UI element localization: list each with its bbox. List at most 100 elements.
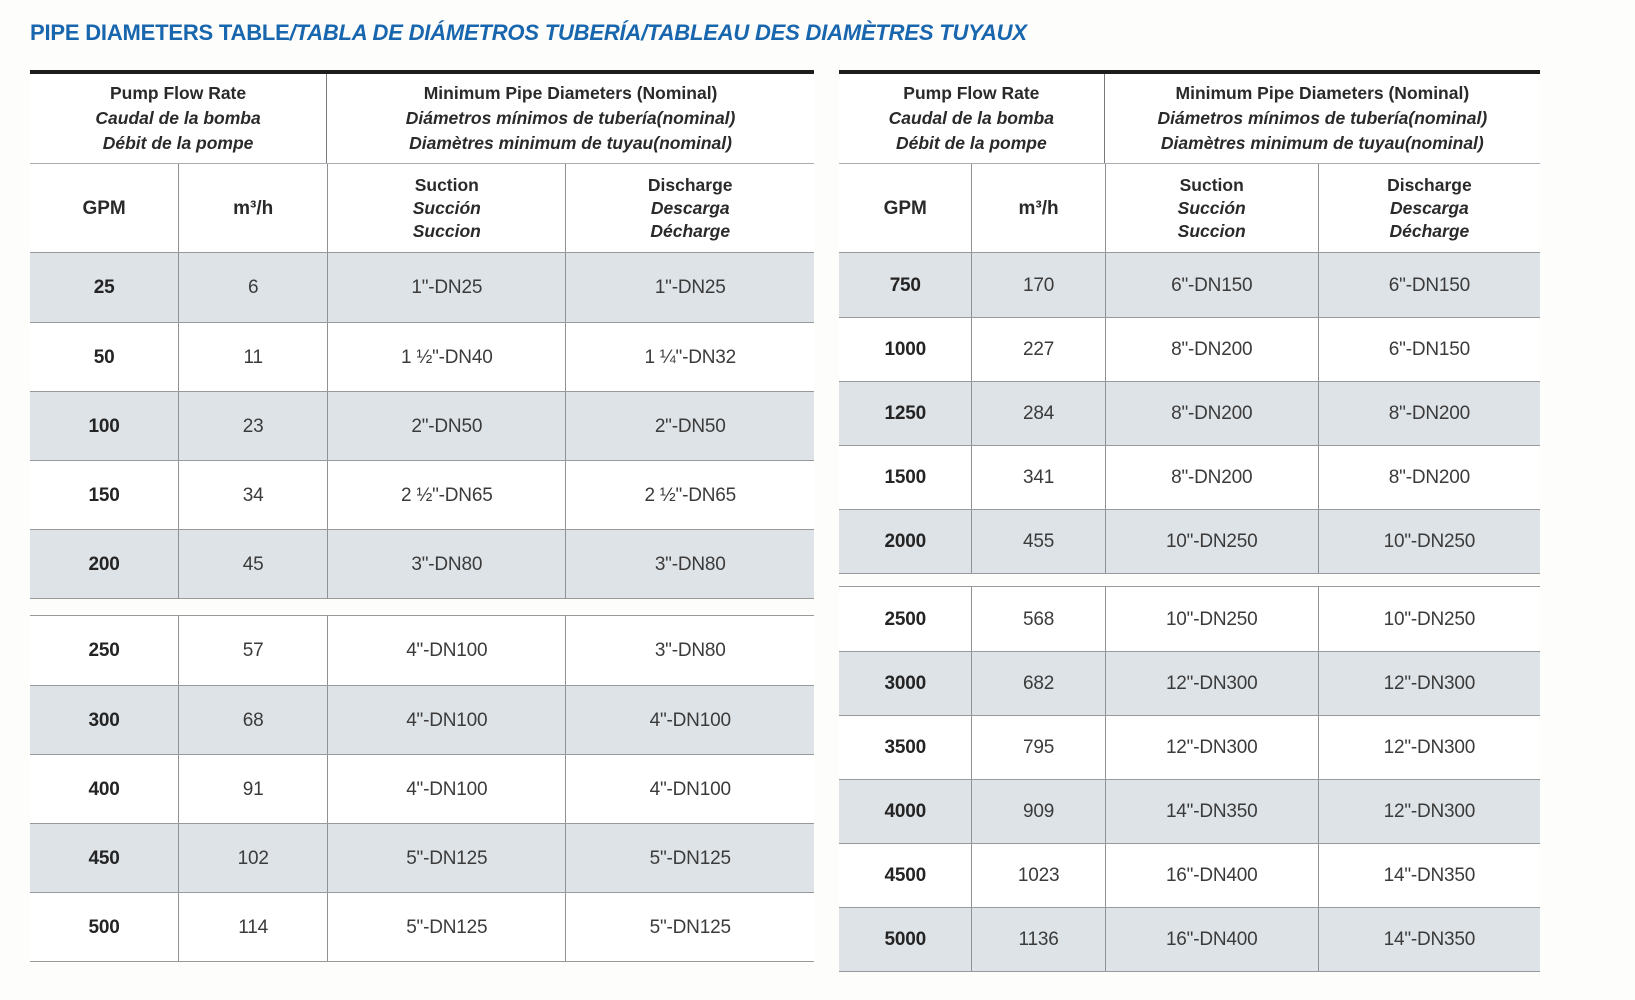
col-header-suction: Suction Succión Succion (1104, 164, 1318, 252)
table-row: 250 57 4"-DN100 3"-DN80 (30, 616, 814, 685)
tables-container: Pump Flow Rate Caudal de la bomba Débit de… (30, 70, 1635, 972)
suction-cell: 8"-DN200 (1104, 318, 1318, 381)
gpm-cell: 4000 (884, 801, 927, 822)
col-header-discharge: Discharge Descarga Décharge (1317, 164, 1540, 252)
header-pump-flow-rate: Pump Flow Rate Caudal de la bomba Débit de… (30, 74, 328, 163)
pipe-table-right: Pump Flow Rate Caudal de la bomba Débit de… (839, 70, 1540, 972)
m3h-cell: 795 (971, 716, 1104, 779)
gpm-cell: 3000 (884, 673, 927, 694)
header-line: Diamètres minimum de tuyau(nominal) (1160, 133, 1484, 153)
gpm-cell: 150 (88, 484, 120, 506)
header-line: Suction (414, 174, 479, 195)
discharge-cell: 10"-DN250 (1317, 510, 1540, 573)
section-separator (839, 573, 1540, 587)
suction-cell: 14"-DN350 (1104, 780, 1318, 843)
gpm-cell: 4500 (884, 865, 927, 886)
discharge-cell: 2"-DN50 (565, 392, 814, 460)
table-row: 2000 455 10"-DN250 10"-DN250 (839, 509, 1540, 573)
discharge-cell: 10"-DN250 (1317, 587, 1540, 651)
table-row: 1500 341 8"-DN200 8"-DN200 (839, 445, 1540, 509)
table-column-headers: GPM m³/h Suction Succión Succion Discharge Des… (839, 164, 1540, 253)
header-line: Discharge (1387, 174, 1472, 195)
gpm-cell: 1500 (884, 467, 927, 488)
suction-cell: 12"-DN300 (1104, 716, 1318, 779)
m3h-cell: 455 (971, 510, 1104, 573)
header-line: Pump Flow Rate (110, 83, 247, 103)
m3h-cell: 91 (178, 755, 327, 823)
section-separator (30, 598, 814, 616)
suction-cell: 16"-DN400 (1104, 908, 1318, 971)
discharge-cell: 2 ½"-DN65 (565, 461, 814, 529)
col-header-m3h: m³/h (971, 164, 1104, 252)
header-line: Diámetros mínimos de tubería(nominal) (405, 108, 736, 128)
m3h-cell: 341 (971, 446, 1104, 509)
suction-cell: 4"-DN100 (327, 686, 565, 754)
table-row: 5000 1136 16"-DN400 14"-DN350 (839, 907, 1540, 971)
table-row: 150 34 2 ½"-DN65 2 ½"-DN65 (30, 460, 814, 529)
suction-cell: 16"-DN400 (1104, 844, 1318, 907)
col-header-m3h: m³/h (178, 164, 327, 252)
m3h-cell: 170 (971, 253, 1104, 317)
gpm-cell: 25 (93, 277, 115, 298)
header-line: Succion (412, 220, 481, 241)
header-line: Succion (1177, 220, 1246, 241)
suction-cell: 12"-DN300 (1104, 652, 1318, 715)
discharge-cell: 5"-DN125 (565, 824, 814, 892)
table-row: 4500 1023 16"-DN400 14"-DN350 (839, 843, 1540, 907)
header-line: Succión (412, 197, 481, 218)
table-row: 1000 227 8"-DN200 6"-DN150 (839, 317, 1540, 381)
discharge-cell: 6"-DN150 (1317, 318, 1540, 381)
gpm-cell: 2500 (884, 608, 927, 630)
m3h-cell: 102 (178, 824, 327, 892)
table-row: 50 11 1 ½"-DN40 1 ¼"-DN32 (30, 322, 814, 391)
suction-cell: 5"-DN125 (327, 824, 565, 892)
table-row: 4000 909 14"-DN350 12"-DN300 (839, 779, 1540, 843)
header-line: Caudal de la bomba (888, 108, 1054, 128)
table-row: 25 6 1"-DN25 1"-DN25 (30, 253, 814, 322)
pipe-table-left: Pump Flow Rate Caudal de la bomba Débit de… (30, 70, 814, 962)
discharge-cell: 5"-DN125 (565, 893, 814, 961)
col-header-suction: Suction Succión Succion (327, 164, 565, 252)
title-english: PIPE DIAMETERS TABLE (30, 20, 290, 45)
suction-cell: 1 ½"-DN40 (327, 323, 565, 391)
table-row: 450 102 5"-DN125 5"-DN125 (30, 823, 814, 892)
m3h-cell: 682 (971, 652, 1104, 715)
header-line: Débit de la pompe (102, 133, 254, 153)
m3h-cell: 114 (178, 893, 327, 961)
header-line: Suction (1179, 174, 1244, 195)
m3h-cell: 284 (971, 382, 1104, 445)
table-column-headers: GPM m³/h Suction Succión Succion Discharge Des… (30, 164, 814, 253)
suction-cell: 2"-DN50 (327, 392, 565, 460)
suction-cell: 5"-DN125 (327, 893, 565, 961)
gpm-cell: 300 (88, 709, 120, 731)
discharge-cell: 12"-DN300 (1317, 716, 1540, 779)
page-title: PIPE DIAMETERS TABLE/TABLA DE DIÁMETROS … (30, 20, 1635, 46)
gpm-cell: 200 (88, 553, 120, 575)
discharge-cell: 4"-DN100 (565, 686, 814, 754)
header-line: Pump Flow Rate (903, 83, 1040, 103)
m3h-cell: 68 (178, 686, 327, 754)
gpm-cell: 2000 (884, 531, 927, 552)
m3h-cell: 23 (178, 392, 327, 460)
m3h-cell: 1023 (971, 844, 1104, 907)
m3h-cell: 11 (178, 323, 327, 391)
header-line: Décharge (1389, 220, 1470, 241)
table-header-group: Pump Flow Rate Caudal de la bomba Débit de… (839, 74, 1540, 164)
discharge-cell: 3"-DN80 (565, 616, 814, 685)
suction-cell: 3"-DN80 (327, 530, 565, 598)
header-line: Descarga (1389, 197, 1469, 218)
suction-cell: 4"-DN100 (327, 755, 565, 823)
discharge-cell: 14"-DN350 (1317, 908, 1540, 971)
header-line: Discharge (647, 174, 733, 195)
gpm-cell: 50 (93, 346, 115, 368)
header-line: Minimum Pipe Diameters (Nominal) (1175, 83, 1470, 103)
header-line: Caudal de la bomba (95, 108, 261, 128)
header-line: Décharge (650, 220, 731, 241)
m3h-cell: 568 (971, 587, 1104, 651)
gpm-cell: 450 (88, 847, 120, 869)
discharge-cell: 1 ¼"-DN32 (565, 323, 814, 391)
gpm-cell: 1250 (884, 403, 927, 424)
discharge-cell: 3"-DN80 (565, 530, 814, 598)
m3h-cell: 45 (178, 530, 327, 598)
discharge-cell: 8"-DN200 (1317, 446, 1540, 509)
